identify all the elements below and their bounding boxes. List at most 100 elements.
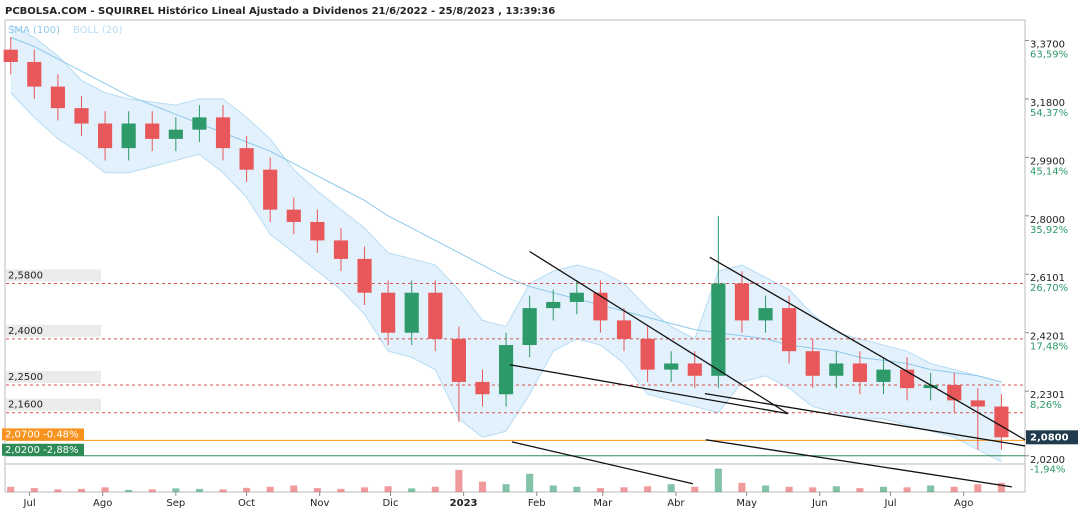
candle-body bbox=[333, 240, 349, 259]
candle-body bbox=[310, 221, 325, 241]
y2-tick-label: 8,26% bbox=[1030, 400, 1062, 411]
candle-body bbox=[664, 363, 679, 370]
volume-bar bbox=[761, 485, 770, 492]
plot-frame bbox=[4, 19, 1026, 493]
candle-body bbox=[569, 292, 584, 302]
legend-boll: BOLL (20) bbox=[73, 25, 123, 36]
volume-bar bbox=[596, 488, 604, 492]
bollinger-band bbox=[647, 308, 672, 401]
volume-bar bbox=[927, 485, 935, 492]
marker-label: 2,0200 -2,88% bbox=[5, 445, 79, 456]
candle-body bbox=[404, 292, 419, 333]
x-tick-label: Oct bbox=[238, 498, 255, 509]
trendline bbox=[704, 392, 1026, 447]
candle-body bbox=[852, 363, 867, 382]
x-tick-label: Abr bbox=[667, 498, 685, 509]
volume-bar bbox=[620, 487, 628, 492]
bollinger-band bbox=[411, 258, 436, 370]
volume-bar bbox=[195, 488, 203, 492]
x-tick-label: Jun bbox=[811, 498, 828, 509]
bollinger-band bbox=[765, 277, 790, 389]
candle-body bbox=[782, 308, 797, 352]
y2-tick-label: -1,94% bbox=[1030, 465, 1065, 476]
bollinger-band bbox=[152, 101, 176, 167]
candle-body bbox=[899, 369, 915, 389]
x-tick-label: Jul bbox=[884, 498, 897, 509]
volume-bar bbox=[997, 482, 1005, 492]
volume-bar bbox=[455, 469, 463, 492]
x-tick-label: May bbox=[736, 498, 757, 509]
level-label-bg bbox=[6, 398, 101, 411]
candle-body bbox=[616, 320, 632, 339]
volume-bar bbox=[526, 473, 534, 492]
trendline bbox=[511, 441, 694, 485]
volume-bar bbox=[54, 489, 62, 492]
x-tick-label: Mar bbox=[593, 498, 613, 509]
bollinger-band bbox=[317, 191, 341, 290]
bollinger-band bbox=[293, 169, 318, 272]
candle-body bbox=[829, 363, 844, 376]
x-tick-label: Dic bbox=[382, 498, 398, 509]
bollinger-band bbox=[175, 98, 200, 161]
candle-body bbox=[546, 301, 561, 309]
candle-body bbox=[74, 108, 89, 124]
candle-body bbox=[239, 148, 254, 170]
volume-bar bbox=[148, 489, 156, 492]
level-label-bg bbox=[6, 269, 101, 282]
candle-body bbox=[522, 308, 537, 346]
candle-body bbox=[286, 209, 301, 222]
bollinger-band bbox=[10, 25, 35, 118]
candle-body bbox=[805, 351, 820, 376]
x-tick-label: Ago bbox=[93, 498, 112, 509]
bollinger-band bbox=[81, 80, 106, 173]
bollinger-band bbox=[57, 55, 82, 155]
volume-bar bbox=[219, 489, 227, 492]
volume-bar bbox=[408, 488, 416, 492]
candle-body bbox=[27, 61, 42, 87]
x-tick-label: Nov bbox=[310, 498, 330, 509]
y-tick-label: 2,2301 bbox=[1030, 390, 1065, 401]
volume-bar bbox=[266, 486, 274, 492]
volume-bar bbox=[77, 488, 86, 492]
y-tick-label: 2,8000 bbox=[1030, 215, 1065, 226]
candle-body bbox=[734, 283, 750, 321]
volume-bar bbox=[549, 485, 557, 492]
candle-body bbox=[145, 123, 160, 139]
y-tick-label: 3,3700 bbox=[1030, 39, 1065, 50]
volume-bar bbox=[691, 486, 699, 492]
y2-tick-label: 26,70% bbox=[1030, 283, 1068, 294]
level-label: 2,2500 bbox=[8, 372, 43, 383]
volume-bar bbox=[243, 487, 251, 492]
chart-title: PCBOLSA.COM - SQUIRREL Histórico Lineal … bbox=[5, 5, 555, 17]
volume-bar bbox=[950, 486, 958, 492]
volume-bar bbox=[667, 484, 675, 492]
last-price-label: 2,0800 bbox=[1030, 432, 1069, 443]
bollinger-band bbox=[859, 338, 884, 419]
candle-body bbox=[121, 123, 136, 149]
bollinger-band bbox=[930, 363, 955, 438]
candle-body bbox=[3, 49, 18, 62]
candle-body bbox=[381, 292, 396, 333]
volume-bar bbox=[832, 486, 840, 492]
level-label-bg bbox=[6, 371, 101, 384]
candle-body bbox=[711, 283, 726, 376]
candle-body bbox=[263, 169, 278, 210]
candle-body bbox=[475, 381, 490, 395]
candle-body bbox=[451, 338, 466, 382]
candle-body bbox=[215, 117, 231, 149]
volume-bar bbox=[360, 487, 369, 492]
volume-bar bbox=[290, 485, 298, 492]
level-label: 2,1600 bbox=[8, 400, 43, 411]
candle-body bbox=[498, 345, 514, 395]
trendline bbox=[705, 439, 1012, 488]
y-tick-label: 2,0200 bbox=[1030, 455, 1065, 466]
level-label: 2,5800 bbox=[8, 270, 43, 281]
x-tick-label: Ago bbox=[954, 498, 973, 509]
y-tick-label: 2,9900 bbox=[1030, 156, 1065, 167]
marker-label-bg bbox=[2, 428, 84, 441]
volume-bar bbox=[809, 487, 817, 492]
volume-bar bbox=[974, 484, 982, 492]
level-label: 2,4000 bbox=[8, 326, 43, 337]
